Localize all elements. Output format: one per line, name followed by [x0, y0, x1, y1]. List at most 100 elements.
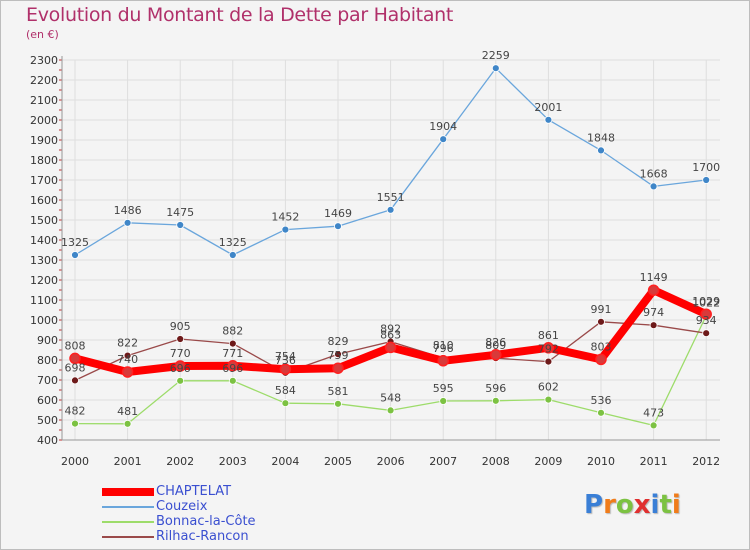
legend-label-chaptelat: CHAPTELAT	[156, 484, 232, 499]
legend-item-chaptelat: CHAPTELAT	[102, 484, 256, 499]
y-tick-label: 1100	[30, 294, 58, 307]
chart-title: Evolution du Montant de la Dette par Hab…	[26, 4, 454, 26]
data-point	[121, 366, 134, 378]
data-point	[176, 221, 185, 229]
data-point	[649, 321, 658, 330]
data-label: 698	[65, 361, 86, 374]
y-tick-label: 500	[37, 414, 58, 427]
data-label: 792	[538, 343, 559, 356]
data-point	[281, 225, 290, 234]
data-label: 771	[222, 347, 243, 360]
data-label: 595	[433, 382, 454, 395]
data-label: 2001	[534, 101, 562, 114]
data-label: 1848	[587, 131, 615, 144]
data-label: 736	[275, 354, 296, 367]
data-point	[702, 329, 711, 338]
data-point	[649, 182, 658, 191]
x-tick-label: 2005	[324, 455, 352, 468]
data-label: 1551	[377, 191, 405, 204]
data-label: 829	[328, 335, 349, 348]
data-label: 1475	[166, 206, 194, 219]
data-point	[597, 408, 605, 417]
data-point	[176, 376, 185, 385]
data-point	[227, 360, 239, 372]
data-label: 1149	[640, 271, 668, 284]
logo-letter: i	[650, 490, 660, 520]
data-label: 826	[485, 336, 506, 349]
data-point	[649, 421, 658, 430]
data-label: 1029	[692, 295, 720, 308]
data-point	[384, 341, 397, 354]
y-tick-label: 1600	[30, 194, 58, 207]
logo-letter: t	[659, 490, 672, 520]
y-tick-label: 1400	[30, 234, 58, 247]
data-label: 803	[591, 340, 612, 353]
data-point	[491, 396, 500, 405]
data-point	[544, 115, 553, 124]
data-label: 602	[538, 381, 559, 394]
logo-letter: r	[603, 490, 616, 520]
data-point	[490, 349, 502, 361]
data-point	[597, 317, 605, 326]
y-tick-label: 900	[37, 334, 58, 347]
logo-letter: P	[584, 490, 604, 520]
data-point	[439, 397, 448, 405]
data-point	[228, 376, 237, 385]
data-point	[542, 342, 555, 354]
data-label: 1022	[692, 297, 720, 310]
data-label: 2259	[482, 49, 510, 62]
legend-item-bonnac: Bonnac-la-Côte	[102, 514, 256, 529]
data-point	[228, 339, 237, 348]
data-label: 482	[65, 405, 86, 418]
legend-label-bonnac: Bonnac-la-Côte	[156, 514, 256, 529]
data-label: 481	[117, 405, 138, 418]
data-point	[281, 399, 290, 408]
y-tick-label: 2100	[30, 94, 58, 107]
data-label: 892	[380, 323, 401, 336]
y-tick-label: 1300	[30, 254, 58, 267]
data-label: 548	[380, 391, 401, 404]
x-tick-label: 2004	[271, 455, 299, 468]
y-tick-label: 1700	[30, 174, 58, 187]
x-tick-label: 2012	[692, 455, 720, 468]
logo-letter: o	[615, 490, 634, 520]
data-label: 759	[328, 349, 349, 362]
data-label: 863	[380, 328, 401, 341]
data-label: 1452	[271, 211, 299, 224]
data-label: 861	[538, 329, 559, 342]
data-point	[71, 251, 79, 259]
y-tick-label: 400	[37, 434, 58, 447]
data-point	[437, 355, 449, 367]
legend-item-couzeix: Couzeix	[102, 499, 256, 514]
data-point	[702, 176, 711, 184]
y-tick-label: 1200	[30, 274, 58, 287]
data-label: 905	[170, 320, 191, 333]
data-point	[544, 357, 553, 366]
y-tick-label: 2300	[30, 54, 58, 67]
data-label: 822	[117, 337, 138, 350]
data-point	[597, 146, 605, 155]
data-label: 581	[328, 385, 349, 398]
data-label: 1668	[640, 167, 668, 180]
data-label: 1325	[61, 236, 89, 249]
legend-label-rilhac: Rilhac-Rancon	[156, 529, 249, 544]
x-tick-label: 2003	[219, 455, 247, 468]
data-point	[595, 353, 607, 366]
legend-swatch-chaptelat	[102, 487, 154, 496]
data-point	[334, 222, 342, 231]
y-tick-label: 1500	[30, 214, 58, 227]
data-label: 596	[485, 382, 506, 395]
data-point	[123, 218, 132, 227]
logo-letter: i	[671, 490, 681, 520]
legend-swatch-couzeix	[102, 505, 154, 508]
data-label: 584	[275, 384, 296, 397]
data-label: 1325	[219, 236, 247, 249]
data-point	[544, 395, 553, 404]
data-point	[174, 360, 186, 372]
data-point	[71, 376, 79, 385]
data-label: 934	[696, 314, 717, 327]
data-label: 882	[222, 325, 243, 338]
legend-item-rilhac: Rilhac-Rancon	[102, 529, 256, 544]
data-label: 696	[170, 362, 191, 375]
